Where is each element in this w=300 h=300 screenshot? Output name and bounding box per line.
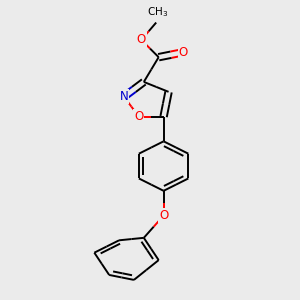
Text: O: O: [134, 110, 143, 123]
Text: CH$_3$: CH$_3$: [147, 5, 168, 19]
Text: N: N: [120, 90, 128, 103]
Text: O: O: [179, 46, 188, 59]
Text: O: O: [137, 33, 146, 46]
Text: O: O: [159, 209, 168, 222]
